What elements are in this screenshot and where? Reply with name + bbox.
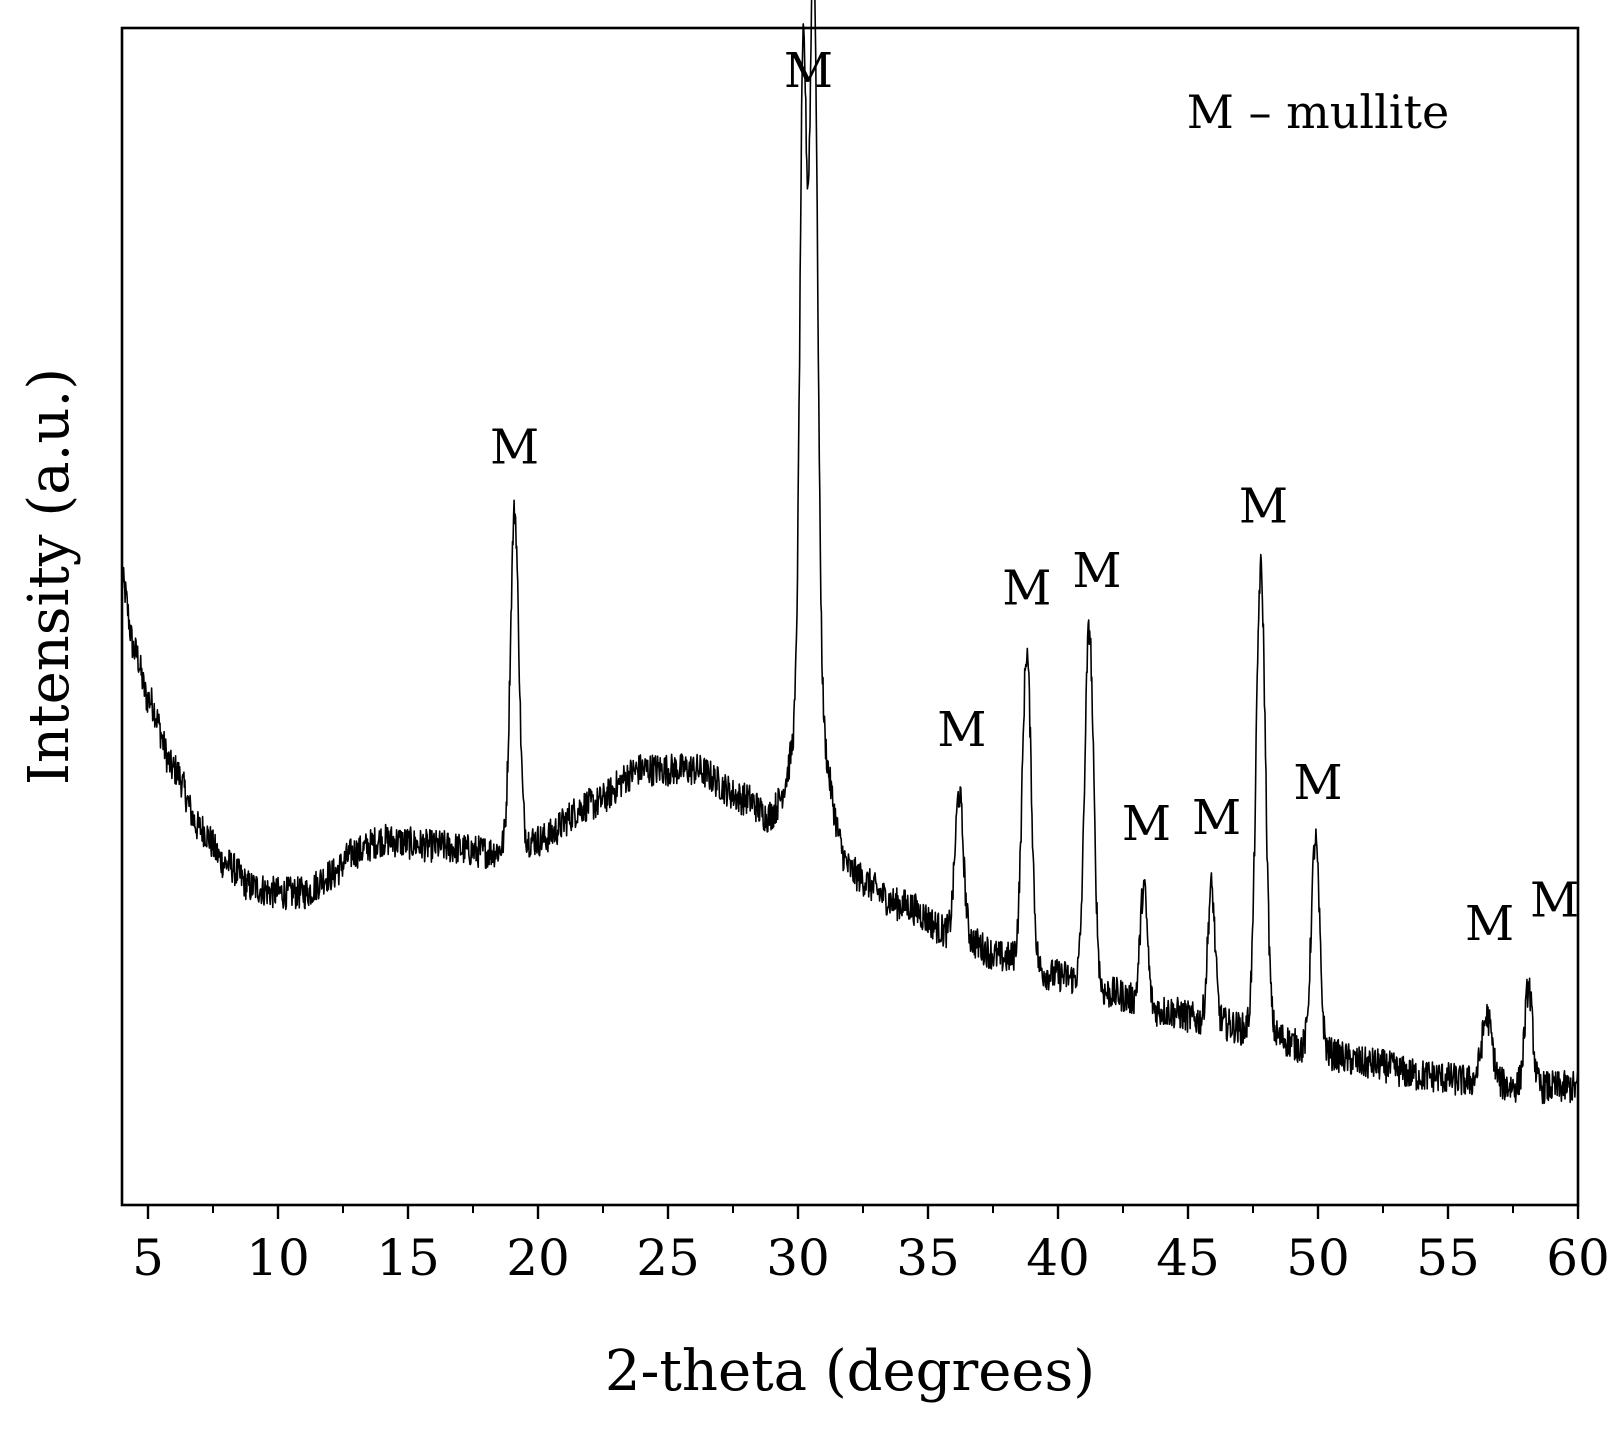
peak-label-m: M — [1072, 543, 1121, 599]
x-tick-label: 30 — [766, 1229, 830, 1287]
peak-label-m: M — [490, 419, 539, 475]
peak-label-m: M — [784, 43, 833, 99]
plot-area — [120, 0, 1580, 1207]
xrd-pattern-line — [121, 0, 1579, 1105]
y-axis-label: Intensity (a.u.) — [17, 368, 82, 785]
peak-label-m: M — [1239, 478, 1288, 534]
x-tick-label: 60 — [1546, 1229, 1610, 1287]
x-tick-label: 35 — [896, 1229, 960, 1287]
x-tick-label: 10 — [246, 1229, 310, 1287]
x-tick-label: 55 — [1416, 1229, 1480, 1287]
legend-text: M – mullite — [1187, 85, 1449, 139]
x-tick-label: 40 — [1026, 1229, 1090, 1287]
peak-label-m: M — [1122, 796, 1171, 852]
peak-label-m: M — [1192, 790, 1241, 846]
peak-label-m: M — [1293, 755, 1342, 811]
x-tick-label: 45 — [1156, 1229, 1220, 1287]
x-tick-label: 20 — [506, 1229, 570, 1287]
x-tick-label: 50 — [1286, 1229, 1350, 1287]
peak-label-m: M — [1002, 561, 1051, 617]
x-tick-label: 5 — [132, 1229, 164, 1287]
x-tick-label: 25 — [636, 1229, 700, 1287]
plot-frame — [120, 26, 1580, 1207]
peak-label-m: M — [937, 702, 986, 758]
x-axis-label: 2-theta (degrees) — [605, 1339, 1095, 1404]
x-axis-tick-labels: 5 10 15 20 25 30 35 40 45 50 55 60 — [132, 1229, 1610, 1287]
peak-label-m: M — [1530, 873, 1579, 929]
peak-label-m: M — [1465, 896, 1514, 952]
x-tick-label: 15 — [376, 1229, 440, 1287]
x-axis-ticks — [146, 1205, 1580, 1219]
